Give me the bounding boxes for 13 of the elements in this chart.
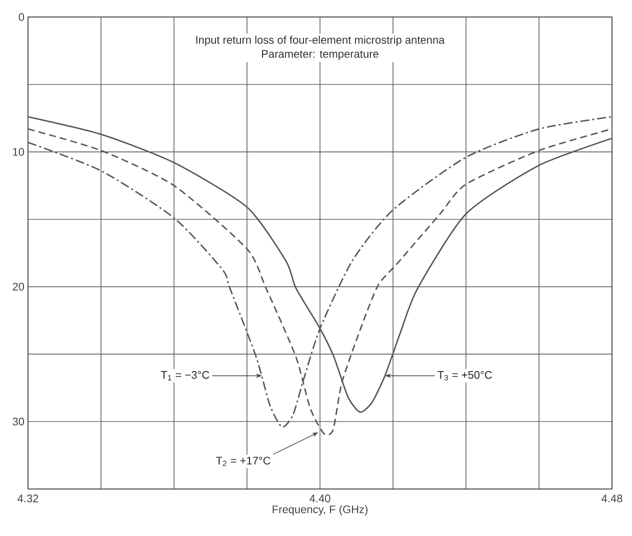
annotation: T$_{1}$ = −3°C xyxy=(160,371,210,380)
x-tick-label: 4.40 xyxy=(310,494,330,502)
x-tick-label: 4.32 xyxy=(18,494,38,502)
y-tick-label: 0 xyxy=(18,13,24,21)
annotation: T$_{3}$ = +50°C xyxy=(438,371,492,380)
annotation: T$_{2}$ = +17°C xyxy=(216,456,270,466)
y-tick-label: 30 xyxy=(12,418,24,426)
y-tick-label: 20 xyxy=(12,282,24,291)
y-tick-label: 10 xyxy=(13,148,24,156)
x-tick-label: 4.48 xyxy=(602,494,622,502)
text: Input return loss of four-element microstrip antenna xyxy=(196,36,445,46)
text: Parameter: temperature xyxy=(262,50,378,60)
x-axis-title: Frequency, F (GHz) xyxy=(272,505,368,516)
